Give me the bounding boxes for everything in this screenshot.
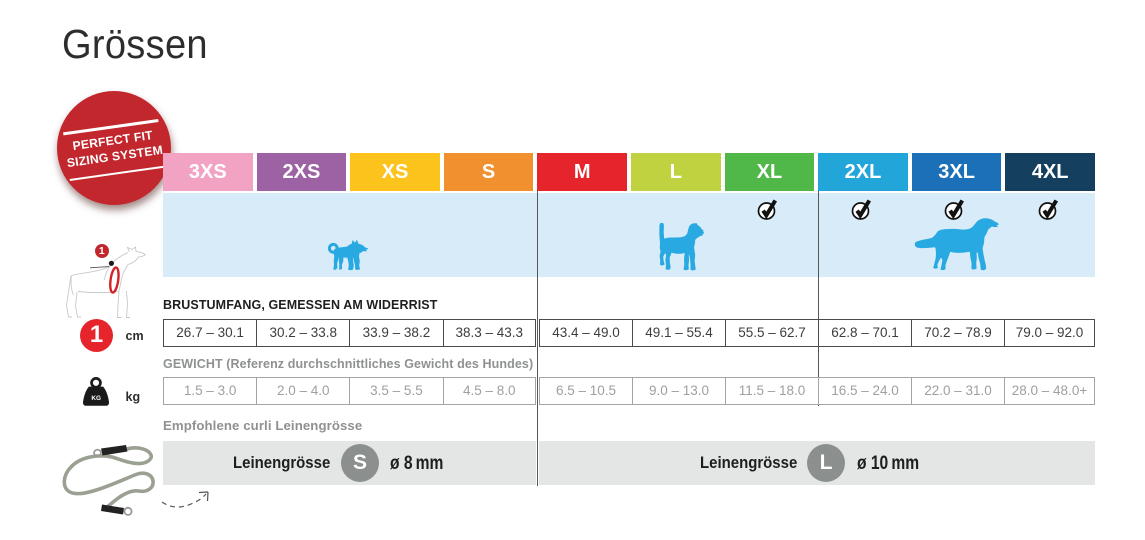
- svg-text:KG: KG: [91, 395, 101, 402]
